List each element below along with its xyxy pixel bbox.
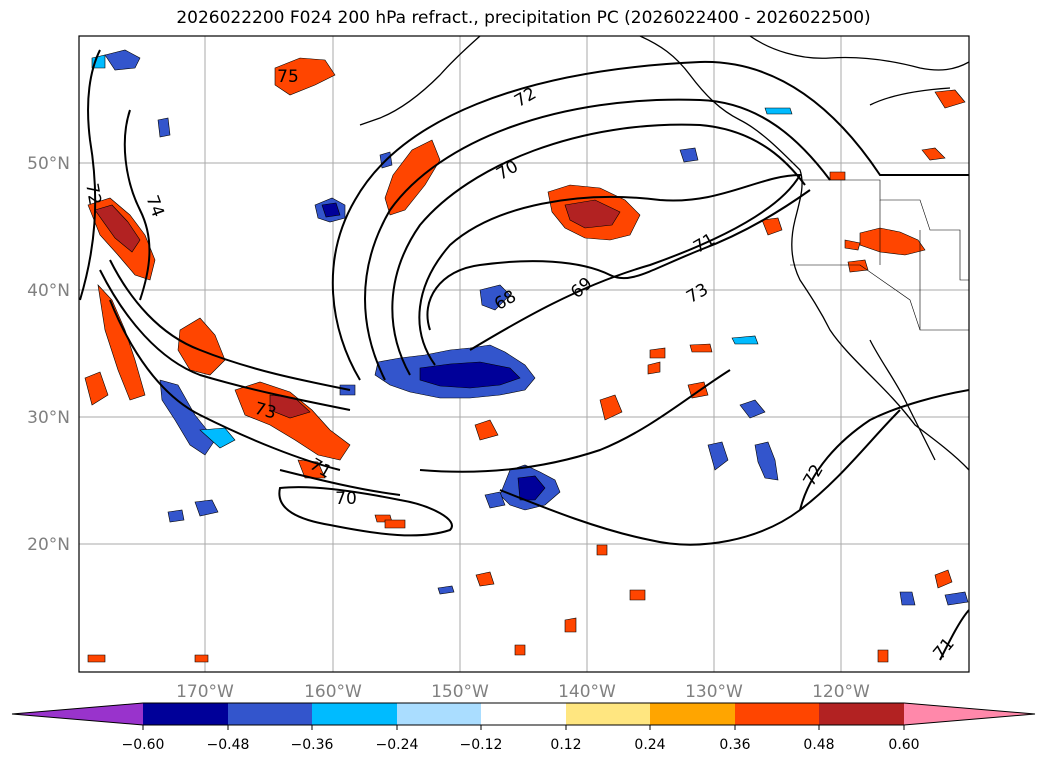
- colorbar-extend-left: [12, 703, 143, 725]
- colorbar-tick-label: 0.12: [550, 737, 581, 753]
- contour-label: 75: [277, 67, 299, 87]
- contour-label: 70: [335, 489, 357, 509]
- colorbar-tick-label: 0.48: [803, 737, 834, 753]
- map-frame: [78, 35, 970, 673]
- page-title: 2026022200 F024 200 hPa refract., precip…: [176, 8, 871, 28]
- colorbar-segment: [228, 703, 312, 725]
- latitude-label: 20°N: [27, 535, 70, 555]
- colorbar-tick-label: −0.24: [376, 737, 419, 753]
- contour-label: 72: [81, 182, 104, 207]
- colorbar: −0.60 −0.48 −0.36 −0.24 −0.12 0.12 0.24 …: [11, 702, 1036, 753]
- colorbar-segment: [143, 703, 228, 725]
- latitude-label: 30°N: [27, 408, 70, 428]
- precipitation-negative-areas: [91, 49, 969, 606]
- colorbar-ticks: [142, 725, 905, 730]
- colorbar-tick-label: −0.48: [207, 737, 250, 753]
- colorbar-segment: [397, 703, 481, 725]
- colorbar-segment: [735, 703, 819, 725]
- political-borders: [790, 179, 969, 331]
- colorbar-segment: [481, 703, 566, 725]
- latitude-label: 50°N: [27, 154, 70, 174]
- colorbar-extend-right: [904, 703, 1035, 725]
- colorbar-tick-label: 0.24: [634, 737, 665, 753]
- longitude-label: 170°W: [176, 682, 234, 702]
- precipitation-positive-areas: [84, 57, 966, 663]
- colorbar-tick-label: −0.60: [122, 737, 165, 753]
- longitude-labels: 170°W 160°W 150°W 140°W 130°W 120°W: [176, 682, 870, 702]
- latitude-label: 40°N: [27, 281, 70, 301]
- longitude-label: 130°W: [685, 682, 743, 702]
- colorbar-tick-label: −0.36: [291, 737, 334, 753]
- refractivity-contours: [79, 49, 969, 661]
- latitude-labels: 50°N 40°N 30°N 20°N: [27, 154, 70, 555]
- colorbar-segment: [650, 703, 735, 725]
- longitude-label: 160°W: [304, 682, 362, 702]
- longitude-label: 140°W: [558, 682, 616, 702]
- colorbar-segment: [819, 703, 904, 725]
- map-area[interactable]: [79, 36, 969, 672]
- longitude-label: 120°W: [812, 682, 870, 702]
- colorbar-tick-label: 0.60: [888, 737, 919, 753]
- colorbar-tick-label: 0.36: [719, 737, 750, 753]
- longitude-label: 150°W: [431, 682, 489, 702]
- colorbar-segment: [312, 703, 397, 725]
- colorbar-tick-label: −0.12: [460, 737, 503, 753]
- colorbar-segment: [566, 703, 650, 725]
- coastlines: [359, 36, 969, 471]
